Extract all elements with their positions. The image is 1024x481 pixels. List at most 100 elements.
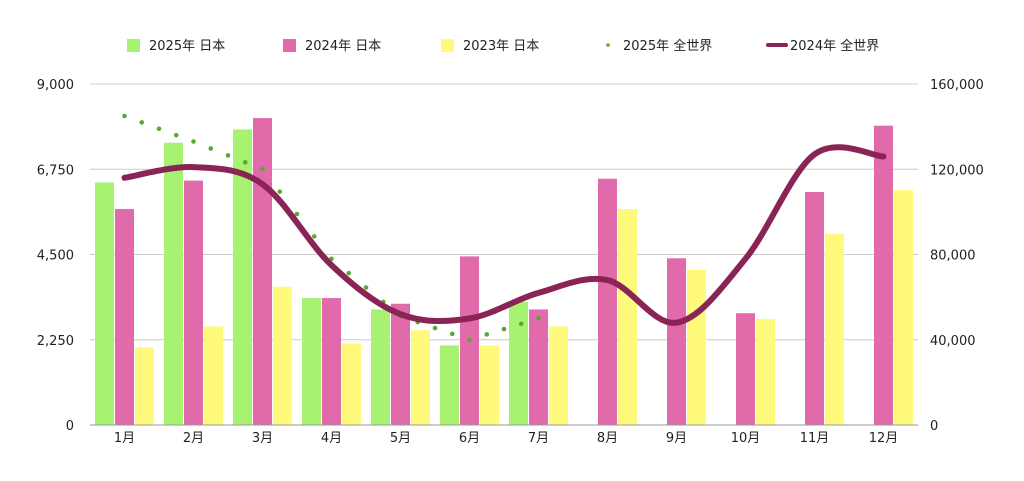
bar-1-10 [805, 191, 824, 425]
legend-swatch-3 [606, 43, 610, 47]
bar-0-2 [233, 129, 252, 425]
lines-layer [121, 113, 887, 343]
series-dot-3 [173, 132, 179, 138]
data-point-3-3 [331, 258, 332, 259]
legend-label-2: 2023年 日本 [463, 39, 539, 54]
data-point-3-5 [469, 339, 470, 340]
x-tick-label: 3月 [252, 431, 273, 446]
series-dot-3 [311, 234, 317, 239]
bar-2-0 [135, 347, 154, 425]
data-point-4-6 [538, 292, 539, 293]
series-dot-3 [122, 113, 127, 119]
y-left-tick-label: 6,750 [37, 163, 74, 178]
y-right-tick-label: 80,000 [930, 249, 976, 264]
series-dot-3 [363, 285, 369, 290]
bar-1-9 [736, 313, 755, 425]
data-point-4-3 [331, 265, 332, 266]
x-tick-label: 12月 [869, 431, 899, 446]
x-tick-label: 7月 [528, 431, 549, 446]
data-point-3-6 [538, 318, 539, 319]
y-right-tick-label: 120,000 [930, 163, 984, 178]
y-left-tick-label: 2,250 [37, 334, 74, 349]
grid-layer [90, 83, 918, 341]
x-tick-label: 5月 [390, 431, 411, 446]
legend-label-0: 2025年 日本 [149, 39, 225, 54]
bar-0-0 [95, 182, 114, 425]
bar-1-3 [322, 298, 341, 425]
y-left-tick-label: 9,000 [37, 78, 74, 93]
bar-1-1 [184, 180, 203, 425]
series-dot-3 [467, 337, 472, 343]
y-left-tick-label: 0 [66, 419, 74, 434]
series-dot-3 [484, 332, 490, 337]
series-dot-3 [518, 321, 524, 327]
series-dot-3 [432, 325, 438, 331]
x-tick-label: 10月 [731, 431, 761, 446]
bar-1-4 [391, 303, 410, 425]
x-tick-label: 8月 [597, 431, 618, 446]
series-dot-3 [242, 160, 248, 165]
legend-label-3: 2025年 全世界 [623, 38, 712, 54]
series-dot-3 [225, 153, 231, 158]
legend-swatch-0 [127, 39, 140, 52]
series-dot-3 [536, 316, 541, 321]
bar-2-1 [204, 326, 223, 425]
series-dot-3 [208, 146, 214, 151]
series-dot-3 [346, 270, 352, 276]
legend-swatch-2 [441, 39, 454, 52]
bar-0-3 [302, 298, 321, 425]
series-dot-3 [191, 139, 196, 144]
bar-2-6 [549, 326, 568, 425]
bar-2-8 [687, 269, 706, 425]
bar-1-8 [667, 258, 686, 425]
data-point-4-9 [745, 258, 746, 259]
bar-2-10 [825, 233, 844, 425]
data-point-4-10 [814, 154, 815, 155]
x-tick-label: 6月 [459, 431, 480, 446]
y-right-tick-label: 160,000 [930, 78, 984, 93]
bar-1-2 [253, 118, 272, 425]
data-point-3-0 [124, 115, 125, 116]
bar-1-0 [115, 209, 134, 425]
bar-2-9 [756, 318, 775, 425]
series-dot-3 [294, 211, 300, 217]
data-point-3-1 [193, 141, 194, 142]
x-tick-label: 9月 [666, 431, 687, 446]
data-point-3-2 [262, 169, 263, 170]
bar-2-2 [273, 286, 292, 425]
x-tick-label: 11月 [800, 431, 830, 446]
bar-2-5 [480, 345, 499, 425]
bar-1-6 [529, 309, 548, 425]
bar-2-7 [618, 209, 637, 425]
data-point-4-1 [193, 167, 194, 168]
data-point-4-11 [883, 156, 884, 157]
x-tick-label: 4月 [321, 431, 342, 446]
data-point-4-7 [607, 280, 608, 281]
bar-1-7 [598, 178, 617, 425]
bar-0-1 [164, 142, 183, 425]
bar-2-4 [411, 330, 430, 425]
bar-0-5 [440, 345, 459, 425]
bar-0-6 [509, 301, 528, 425]
y-left-tick-label: 4,500 [37, 249, 74, 264]
bar-1-11 [874, 125, 893, 425]
data-point-4-0 [124, 177, 125, 178]
bar-2-3 [342, 343, 361, 425]
axes-layer: 0 0 2,250 40,000 4,500 80,000 6,750 120,000 9,00… [37, 78, 984, 446]
data-point-4-5 [469, 318, 470, 319]
y-right-tick-label: 40,000 [930, 334, 976, 349]
data-point-4-4 [400, 314, 401, 315]
legend-swatch-1 [283, 39, 296, 52]
y-right-tick-label: 0 [930, 419, 938, 434]
bar-0-4 [371, 309, 390, 425]
x-tick-label: 1月 [114, 431, 135, 446]
series-dot-3 [139, 120, 145, 125]
series-line-4 [121, 144, 887, 326]
series-dot-3 [260, 166, 265, 172]
data-point-4-8 [676, 322, 677, 323]
legend-label-4: 2024年 全世界 [790, 38, 879, 54]
series-dot-3 [501, 326, 507, 332]
bar-2-11 [894, 190, 913, 425]
